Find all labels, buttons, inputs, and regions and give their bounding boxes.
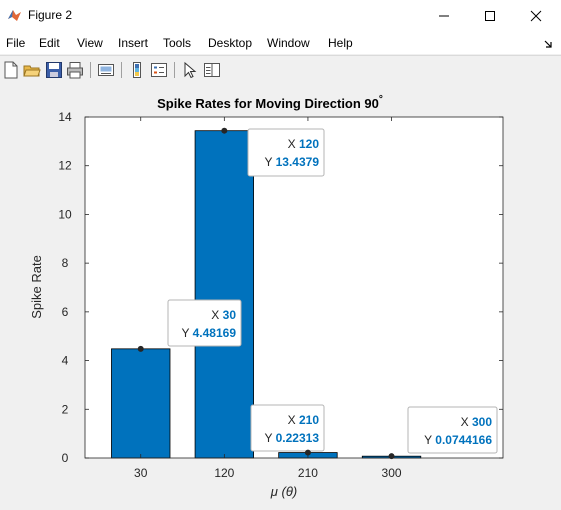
maximize-icon [485, 11, 495, 21]
menu-view[interactable]: View [77, 36, 103, 50]
toolbar-separator [121, 62, 122, 78]
datatip[interactable]: X 300 Y 0.0744166 [388, 406, 498, 460]
menu-help[interactable]: Help [328, 36, 353, 50]
datatip-marker [221, 127, 228, 134]
menu-edit[interactable]: Edit [39, 36, 60, 50]
dock-arrow-icon[interactable] [543, 39, 553, 49]
colorbar-icon[interactable] [128, 61, 146, 79]
bar[interactable] [111, 348, 171, 459]
x-tick-label: 300 [382, 466, 402, 480]
datatip-marker [388, 453, 395, 460]
bar[interactable] [194, 130, 254, 459]
datatip-y-row: Y 0.22313 [264, 431, 319, 445]
datatip[interactable]: X 30 Y 4.48169 [137, 299, 242, 352]
edit-plot-icon[interactable] [181, 61, 199, 79]
datatip-box [167, 299, 242, 347]
datatip-x-row: X 30 [211, 308, 236, 322]
x-axis-label: μ (θ) [270, 484, 297, 499]
close-icon [530, 10, 542, 22]
menu-window[interactable]: Window [267, 36, 310, 50]
matlab-logo-icon [8, 10, 21, 21]
property-inspector-icon[interactable] [203, 61, 221, 79]
datatip-x-row: X 210 [288, 413, 320, 427]
datatip-marker [304, 449, 311, 456]
legend-icon[interactable] [150, 61, 168, 79]
maximize-button[interactable] [467, 0, 513, 32]
toolbar-separator [90, 62, 91, 78]
y-tick-label: 10 [58, 207, 72, 221]
menu-insert[interactable]: Insert [118, 36, 149, 50]
y-axis-label: Spike Rate [29, 255, 44, 319]
window-title: Figure 2 [28, 8, 73, 22]
datatip-x-row: X 120 [288, 137, 320, 151]
x-tick-label: 210 [298, 466, 318, 480]
menu-file[interactable]: File [6, 36, 26, 50]
y-tick-label: 2 [62, 402, 69, 416]
datatip[interactable]: X 210 Y 0.22313 [250, 404, 325, 456]
open-file-icon[interactable] [23, 61, 41, 79]
minimize-icon [439, 15, 449, 17]
chart-title: Spike Rates for Moving Direction 90° [157, 94, 383, 111]
y-tick-label: 4 [62, 354, 69, 368]
y-tick-label: 0 [62, 451, 69, 465]
datatip-marker [137, 345, 144, 352]
datatip-box [250, 404, 325, 452]
datatip-y-row: Y 0.0744166 [424, 433, 492, 447]
datatip-box [407, 406, 498, 454]
datatip-x-row: X 300 [461, 415, 493, 429]
y-tick-label: 14 [58, 110, 72, 124]
menu-bar: File Edit View Insert Tools Desktop Wind… [0, 32, 561, 54]
datatip[interactable]: X 120 Y 13.4379 [221, 127, 325, 177]
x-tick-label: 30 [134, 466, 148, 480]
datatip-y-row: Y 4.48169 [181, 326, 236, 340]
x-tick-label: 120 [214, 466, 234, 480]
close-button[interactable] [513, 0, 559, 32]
print-icon[interactable] [66, 61, 84, 79]
new-figure-icon[interactable] [2, 61, 20, 79]
bar-chart: 0 2 4 6 8 10 12 14 30 120 210 300 Spike Rates for … [29, 94, 504, 499]
figure-canvas: 0 2 4 6 8 10 12 14 30 120 210 300 Spike Rates for … [0, 84, 561, 506]
toolbar [0, 55, 561, 85]
link-plot-icon[interactable] [97, 61, 115, 79]
toolbar-separator [174, 62, 175, 78]
save-icon[interactable] [45, 61, 63, 79]
datatip-box [247, 128, 325, 177]
menu-desktop[interactable]: Desktop [208, 36, 253, 50]
menu-tools[interactable]: Tools [163, 36, 192, 50]
datatip-y-row: Y 13.4379 [264, 155, 319, 169]
axes-box [84, 116, 504, 459]
y-tick-label: 8 [62, 256, 69, 270]
y-tick-label: 6 [62, 305, 69, 319]
minimize-button[interactable] [421, 0, 467, 32]
title-bar: Figure 2 [0, 0, 561, 32]
y-tick-label: 12 [58, 159, 72, 173]
